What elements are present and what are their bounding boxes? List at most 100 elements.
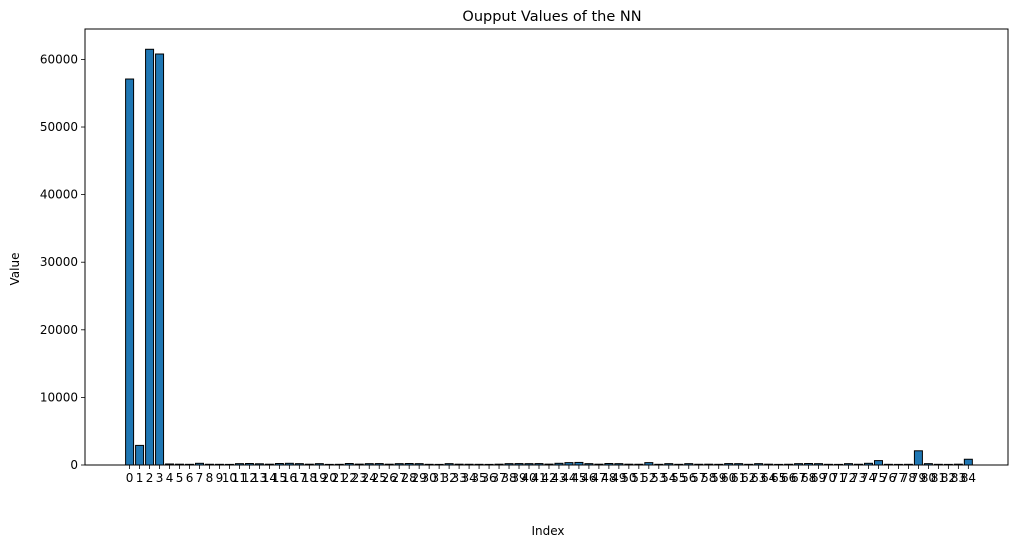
x-tick-label: 27 (392, 471, 407, 485)
x-tick-label: 65 (771, 471, 786, 485)
x-tick-label: 40 (521, 471, 536, 485)
x-tick-label: 36 (481, 471, 496, 485)
x-tick-label: 74 (861, 471, 876, 485)
x-tick-label: 66 (781, 471, 796, 485)
y-tick-label: 10000 (40, 390, 78, 404)
x-tick-label: 11 (232, 471, 247, 485)
x-tick-label: 33 (451, 471, 466, 485)
x-tick-label: 7 (196, 471, 204, 485)
x-tick-label: 70 (821, 471, 836, 485)
bar-3 (155, 53, 165, 466)
bar-1 (135, 444, 145, 466)
x-tick-label: 55 (671, 471, 686, 485)
x-tick-label: 6 (186, 471, 194, 485)
x-tick-label: 82 (941, 471, 956, 485)
x-tick-label: 72 (841, 471, 856, 485)
x-tick-label: 63 (751, 471, 766, 485)
y-tick-label: 20000 (40, 323, 78, 337)
x-tick-label: 46 (581, 471, 596, 485)
x-tick-label: 38 (501, 471, 516, 485)
x-tick-label: 75 (871, 471, 886, 485)
x-tick-label: 49 (611, 471, 626, 485)
x-tick-label: 34 (461, 471, 476, 485)
x-tick-label: 80 (921, 471, 936, 485)
x-tick-label: 3 (156, 471, 164, 485)
x-tick-label: 76 (881, 471, 896, 485)
x-tick-label: 73 (851, 471, 866, 485)
x-tick-label: 31 (431, 471, 446, 485)
x-tick-label: 60 (721, 471, 736, 485)
x-tick-label: 9 (216, 471, 224, 485)
x-tick-label: 68 (801, 471, 816, 485)
x-tick-label: 26 (382, 471, 397, 485)
x-tick-label: 44 (561, 471, 576, 485)
x-tick-label: 21 (332, 471, 347, 485)
x-tick-label: 2 (146, 471, 154, 485)
y-axis-label: Value (8, 253, 22, 286)
x-tick-label: 0 (126, 471, 134, 485)
x-tick-label: 8 (206, 471, 214, 485)
bar-84 (963, 458, 973, 466)
x-tick-label: 56 (681, 471, 696, 485)
x-tick-label: 59 (711, 471, 726, 485)
x-tick-label: 25 (372, 471, 387, 485)
x-tick-label: 84 (961, 471, 976, 485)
plot-area-frame (84, 28, 1009, 466)
x-tick-label: 54 (661, 471, 676, 485)
y-tick-label: 0 (70, 458, 78, 472)
bar-2 (145, 48, 155, 466)
x-tick-label: 29 (412, 471, 427, 485)
x-tick-label: 10 (222, 471, 237, 485)
y-tick-label: 30000 (40, 255, 78, 269)
x-tick-label: 81 (931, 471, 946, 485)
x-tick-label: 58 (701, 471, 716, 485)
bar-79 (913, 450, 923, 466)
x-tick-label: 35 (471, 471, 486, 485)
x-tick-label: 41 (531, 471, 546, 485)
x-tick-label: 1 (136, 471, 144, 485)
x-tick-label: 52 (641, 471, 656, 485)
x-tick-label: 22 (342, 471, 357, 485)
x-tick-label: 5 (176, 471, 184, 485)
x-tick-label: 19 (312, 471, 327, 485)
x-tick-label: 12 (242, 471, 257, 485)
x-tick-label: 43 (551, 471, 566, 485)
x-tick-label: 37 (491, 471, 506, 485)
x-tick-label: 61 (731, 471, 746, 485)
x-tick-label: 77 (891, 471, 906, 485)
x-tick-label: 78 (901, 471, 916, 485)
x-tick-label: 47 (591, 471, 606, 485)
y-tick-label: 50000 (40, 120, 78, 134)
x-tick-label: 51 (631, 471, 646, 485)
x-tick-label: 28 (402, 471, 417, 485)
x-tick-label: 71 (831, 471, 846, 485)
x-axis-ticks: 0 1 2 3 4 5 6 7 8 9101112131415161718192021222324… (126, 465, 976, 485)
x-tick-label: 14 (262, 471, 277, 485)
x-tick-label: 67 (791, 471, 806, 485)
x-tick-label: 15 (272, 471, 287, 485)
chart-title: Oupput Values of the NN (462, 9, 641, 25)
x-axis-label: Index (531, 524, 564, 538)
bar-0 (125, 78, 135, 466)
x-tick-label: 69 (811, 471, 826, 485)
bar-75 (873, 460, 883, 466)
x-tick-label: 4 (166, 471, 174, 485)
bars-group (125, 48, 973, 466)
x-tick-label: 17 (292, 471, 307, 485)
x-tick-label: 62 (741, 471, 756, 485)
y-axis-ticks: 0 10000 20000 30000 40000 50000 60000 (40, 52, 85, 472)
x-tick-label: 30 (422, 471, 437, 485)
x-tick-label: 79 (911, 471, 926, 485)
x-tick-label: 23 (352, 471, 367, 485)
y-tick-label: 40000 (40, 188, 78, 202)
x-tick-label: 20 (322, 471, 337, 485)
x-tick-label: 50 (621, 471, 636, 485)
x-tick-label: 83 (951, 471, 966, 485)
x-tick-label: 32 (441, 471, 456, 485)
x-tick-label: 16 (282, 471, 297, 485)
x-tick-label: 53 (651, 471, 666, 485)
y-tick-label: 60000 (40, 52, 78, 66)
x-tick-label: 64 (761, 471, 776, 485)
